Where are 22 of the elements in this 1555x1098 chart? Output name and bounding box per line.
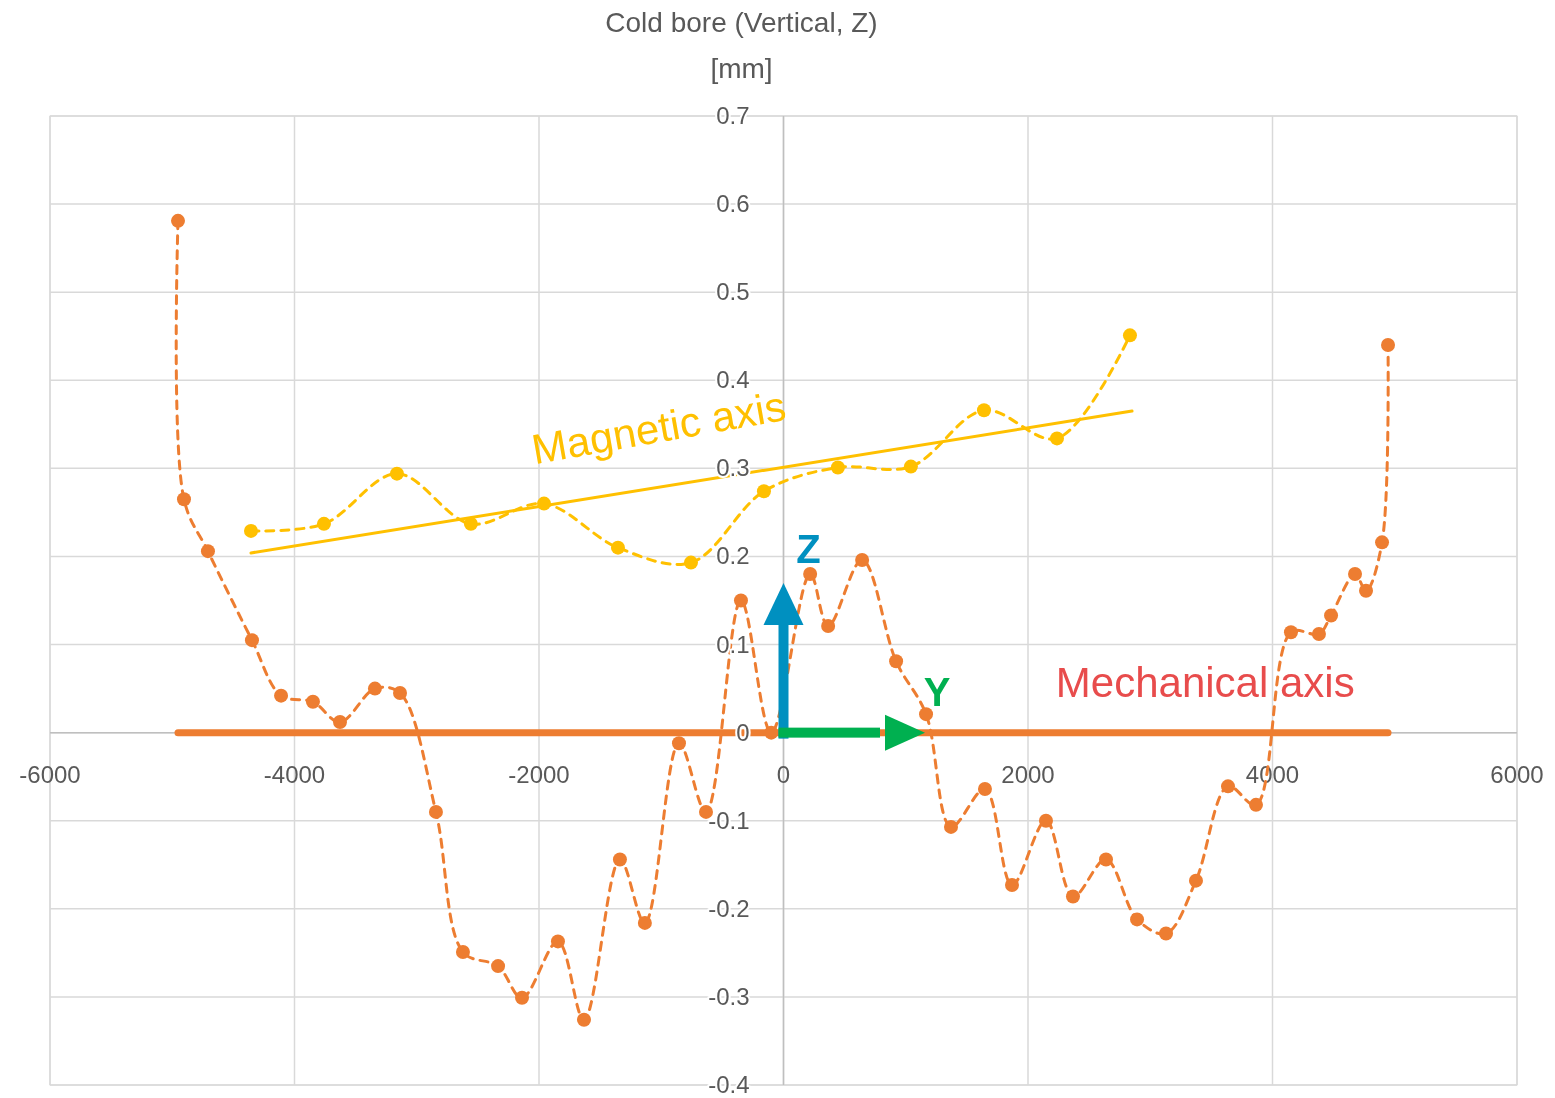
y-tick-label: -0.4 xyxy=(708,1071,750,1098)
annotation: Y xyxy=(923,670,951,714)
y-tick-label: 0.2 xyxy=(716,542,750,570)
chart-title: Cold bore (Vertical, Z) xyxy=(605,7,878,38)
y-tick-label: -0.3 xyxy=(708,982,750,1010)
y-tick-label: -0.1 xyxy=(708,806,750,834)
x-tick-label: -6000 xyxy=(19,760,81,788)
y-tick-label: -0.2 xyxy=(708,894,750,922)
x-tick-label: 6000 xyxy=(1490,760,1544,788)
annotation: Mechanical axis xyxy=(1055,659,1355,707)
x-tick-label: 0 xyxy=(776,760,791,788)
x-tick-label: 4000 xyxy=(1245,760,1300,788)
y-tick-label: 0.1 xyxy=(716,630,750,658)
y-tick-label: 0.7 xyxy=(716,102,750,129)
chart-subtitle: [mm] xyxy=(710,53,773,84)
annotation: Z xyxy=(796,527,821,571)
y-tick-label: 0.5 xyxy=(716,278,750,306)
y-tick-label: 0.6 xyxy=(716,190,750,218)
x-tick-label: 2000 xyxy=(1001,760,1055,788)
x-tick-label: -4000 xyxy=(263,760,326,788)
y-tick-label: 0.4 xyxy=(716,366,750,394)
x-tick-label: -2000 xyxy=(508,760,570,788)
